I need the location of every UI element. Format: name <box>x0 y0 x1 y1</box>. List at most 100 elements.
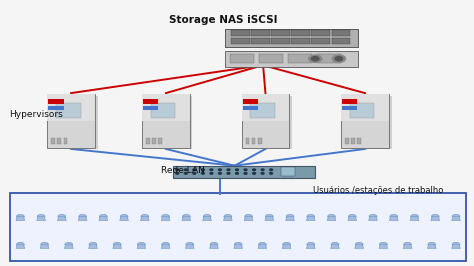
FancyBboxPatch shape <box>243 106 258 110</box>
Polygon shape <box>89 244 98 248</box>
Polygon shape <box>78 216 87 221</box>
FancyBboxPatch shape <box>311 30 330 36</box>
FancyBboxPatch shape <box>250 103 275 118</box>
Polygon shape <box>40 244 49 248</box>
FancyBboxPatch shape <box>48 99 64 104</box>
Circle shape <box>428 242 436 247</box>
Circle shape <box>258 242 266 247</box>
Polygon shape <box>36 216 46 221</box>
Circle shape <box>210 169 213 171</box>
Circle shape <box>431 214 439 219</box>
Circle shape <box>37 214 45 219</box>
Circle shape <box>244 173 247 174</box>
Circle shape <box>182 214 190 219</box>
Circle shape <box>328 214 336 219</box>
FancyBboxPatch shape <box>57 138 61 144</box>
Circle shape <box>234 242 242 247</box>
FancyBboxPatch shape <box>56 103 81 118</box>
Polygon shape <box>389 216 398 221</box>
FancyBboxPatch shape <box>341 94 389 148</box>
Circle shape <box>210 242 218 247</box>
Circle shape <box>120 214 128 219</box>
FancyBboxPatch shape <box>246 138 249 144</box>
Text: Storage NAS iSCSI: Storage NAS iSCSI <box>169 15 277 25</box>
Polygon shape <box>210 244 219 248</box>
FancyBboxPatch shape <box>357 138 361 144</box>
Circle shape <box>452 242 460 247</box>
FancyBboxPatch shape <box>230 55 254 63</box>
Circle shape <box>65 242 73 247</box>
Polygon shape <box>452 216 460 221</box>
Polygon shape <box>113 244 122 248</box>
FancyBboxPatch shape <box>251 30 270 36</box>
FancyBboxPatch shape <box>225 51 358 66</box>
Circle shape <box>236 169 238 171</box>
Circle shape <box>193 169 196 171</box>
Polygon shape <box>369 216 377 221</box>
FancyBboxPatch shape <box>10 193 466 261</box>
FancyBboxPatch shape <box>142 94 190 121</box>
Circle shape <box>203 214 211 219</box>
Polygon shape <box>355 244 364 248</box>
Circle shape <box>270 173 273 174</box>
Circle shape <box>186 242 194 247</box>
FancyBboxPatch shape <box>143 99 158 104</box>
Polygon shape <box>286 216 294 221</box>
Circle shape <box>261 169 264 171</box>
Polygon shape <box>16 216 25 221</box>
Circle shape <box>309 55 322 63</box>
Polygon shape <box>410 216 419 221</box>
Circle shape <box>113 242 121 247</box>
Polygon shape <box>306 216 315 221</box>
FancyBboxPatch shape <box>242 94 289 148</box>
Circle shape <box>184 169 187 171</box>
Circle shape <box>236 173 238 174</box>
Polygon shape <box>282 244 291 248</box>
Polygon shape <box>348 216 357 221</box>
FancyBboxPatch shape <box>243 99 258 104</box>
FancyBboxPatch shape <box>158 138 162 144</box>
Circle shape <box>379 242 387 247</box>
Polygon shape <box>57 216 66 221</box>
Polygon shape <box>161 244 170 248</box>
Polygon shape <box>64 244 73 248</box>
FancyBboxPatch shape <box>48 106 64 110</box>
Circle shape <box>162 242 170 247</box>
Circle shape <box>100 214 107 219</box>
FancyBboxPatch shape <box>245 96 292 149</box>
FancyBboxPatch shape <box>173 165 315 178</box>
Circle shape <box>201 169 204 171</box>
FancyBboxPatch shape <box>47 94 95 148</box>
FancyBboxPatch shape <box>342 106 357 110</box>
Polygon shape <box>244 216 253 221</box>
Circle shape <box>355 242 363 247</box>
Circle shape <box>17 214 24 219</box>
FancyBboxPatch shape <box>142 94 190 148</box>
Polygon shape <box>258 244 267 248</box>
Circle shape <box>41 242 48 247</box>
Text: Rede LAN: Rede LAN <box>161 166 205 175</box>
Polygon shape <box>234 244 243 248</box>
Circle shape <box>227 173 230 174</box>
Circle shape <box>270 169 273 171</box>
Circle shape <box>224 214 232 219</box>
FancyBboxPatch shape <box>151 103 175 118</box>
FancyBboxPatch shape <box>342 99 357 104</box>
FancyBboxPatch shape <box>311 38 330 44</box>
Polygon shape <box>119 216 128 221</box>
Circle shape <box>307 214 315 219</box>
Circle shape <box>219 169 221 171</box>
FancyBboxPatch shape <box>291 30 310 36</box>
Circle shape <box>245 214 253 219</box>
Polygon shape <box>203 216 211 221</box>
Circle shape <box>201 173 204 174</box>
Circle shape <box>311 57 319 61</box>
FancyBboxPatch shape <box>345 138 349 144</box>
Polygon shape <box>330 244 339 248</box>
FancyBboxPatch shape <box>344 96 392 149</box>
FancyBboxPatch shape <box>288 55 312 63</box>
Polygon shape <box>431 216 440 221</box>
Circle shape <box>210 173 213 174</box>
Circle shape <box>307 242 315 247</box>
Polygon shape <box>137 244 146 248</box>
